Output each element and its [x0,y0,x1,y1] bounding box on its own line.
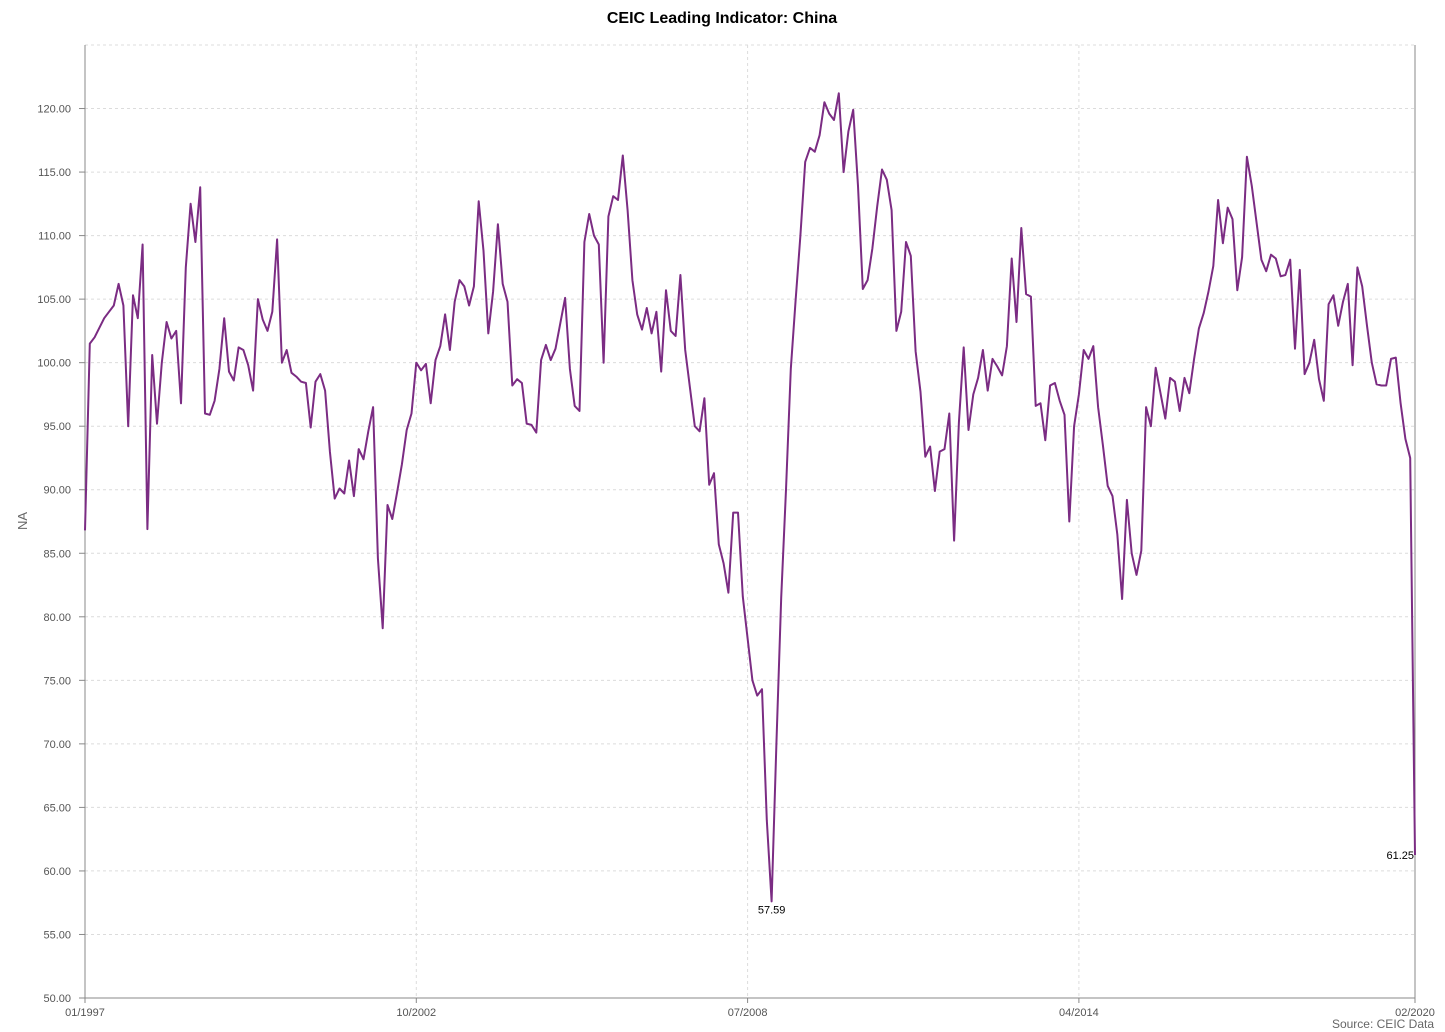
series-group [84,92,1416,903]
x-tick-label: 04/2014 [1059,1007,1099,1019]
series-line [84,92,1416,903]
y-tick-label: 70.00 [43,739,71,751]
data-label: 61.25 [1386,850,1414,862]
annotations-group: 57.59 61.25 [758,850,1414,917]
data-label: 57.59 [758,905,786,917]
y-tick-label: 100.00 [37,358,71,370]
y-axis-label: NA [15,512,30,530]
x-axis-ticks: 01/1997 10/2002 07/2008 04/2014 02/2020 [65,998,1435,1019]
y-tick-label: 105.00 [37,294,71,306]
grid-lines [85,44,1415,999]
x-tick-label: 10/2002 [396,1007,436,1019]
y-tick-label: 85.00 [43,548,71,560]
x-tick-label: 02/2020 [1395,1007,1435,1019]
y-tick-label: 80.00 [43,612,71,624]
y-tick-label: 115.00 [38,167,71,179]
y-tick-label: 65.00 [43,802,71,814]
y-tick-label: 60.00 [43,866,71,878]
y-axis-ticks: 50.00 55.00 60.00 65.00 70.00 75.00 80.00 85.00… [37,104,85,1005]
y-tick-label: 120.00 [37,104,71,116]
y-tick-label: 50.00 [43,993,71,1005]
chart-title: CEIC Leading Indicator: China [607,10,837,27]
y-tick-label: 110.00 [38,231,71,243]
source-note: Source: CEIC Data [1332,1017,1434,1031]
x-tick-label: 01/1997 [65,1007,105,1019]
y-tick-label: 55.00 [43,929,71,941]
y-tick-label: 75.00 [43,675,71,687]
x-tick-label: 07/2008 [728,1007,768,1019]
y-tick-label: 95.00 [43,421,71,433]
y-tick-label: 90.00 [43,485,71,497]
